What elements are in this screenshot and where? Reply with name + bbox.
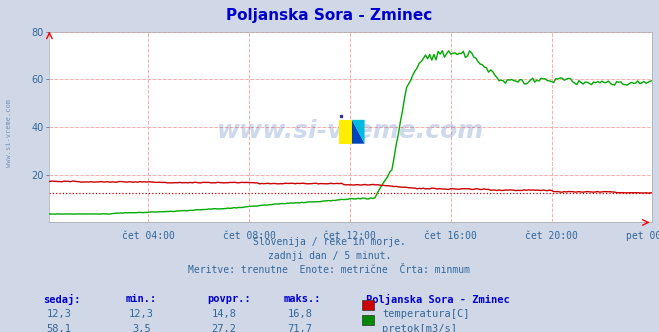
Text: temperatura[C]: temperatura[C]	[382, 309, 470, 319]
Text: 3,5: 3,5	[132, 324, 151, 332]
Text: čet 08:00: čet 08:00	[223, 231, 275, 241]
Text: min.:: min.:	[125, 294, 156, 304]
Text: čet 04:00: čet 04:00	[122, 231, 175, 241]
Text: 71,7: 71,7	[287, 324, 312, 332]
Text: povpr.:: povpr.:	[208, 294, 251, 304]
Text: Poljanska Sora - Zminec: Poljanska Sora - Zminec	[366, 294, 509, 305]
Text: maks.:: maks.:	[283, 294, 321, 304]
Text: 58,1: 58,1	[47, 324, 72, 332]
Text: čet 20:00: čet 20:00	[525, 231, 578, 241]
Text: 12,3: 12,3	[129, 309, 154, 319]
Text: 27,2: 27,2	[212, 324, 237, 332]
Text: pretok[m3/s]: pretok[m3/s]	[382, 324, 457, 332]
Text: čet 16:00: čet 16:00	[424, 231, 477, 241]
Text: sedaj:: sedaj:	[43, 294, 80, 305]
Text: www.si-vreme.com: www.si-vreme.com	[217, 119, 484, 143]
Text: Slovenija / reke in morje.: Slovenija / reke in morje.	[253, 237, 406, 247]
Polygon shape	[352, 120, 364, 144]
Polygon shape	[352, 120, 364, 144]
Text: zadnji dan / 5 minut.: zadnji dan / 5 minut.	[268, 251, 391, 261]
Text: 14,8: 14,8	[212, 309, 237, 319]
Text: pet 00:00: pet 00:00	[626, 231, 659, 241]
Text: Meritve: trenutne  Enote: metrične  Črta: minmum: Meritve: trenutne Enote: metrične Črta: …	[188, 265, 471, 275]
Text: 16,8: 16,8	[287, 309, 312, 319]
Bar	[339, 120, 352, 144]
Text: 12,3: 12,3	[47, 309, 72, 319]
Text: Poljanska Sora - Zminec: Poljanska Sora - Zminec	[227, 8, 432, 23]
Text: čet 12:00: čet 12:00	[324, 231, 376, 241]
Text: www.si-vreme.com: www.si-vreme.com	[5, 99, 12, 167]
